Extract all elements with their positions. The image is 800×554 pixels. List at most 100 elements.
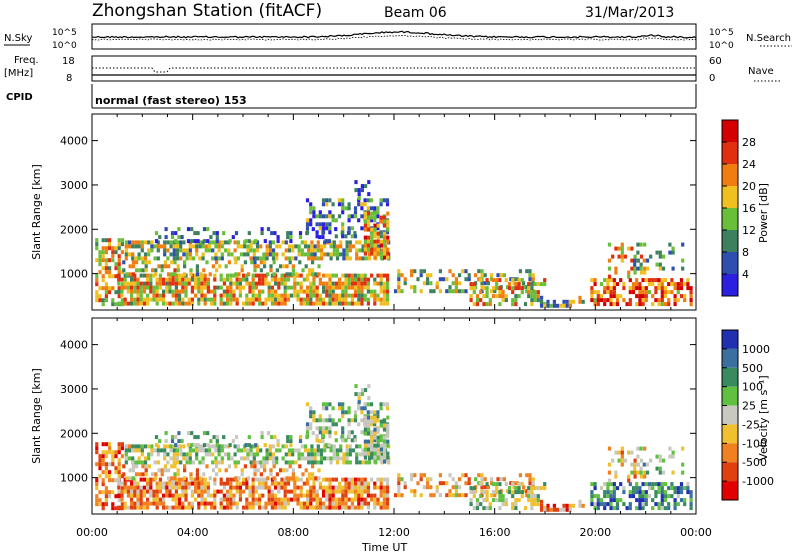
heatmap-cell bbox=[660, 502, 664, 507]
heatmap-cell bbox=[128, 476, 132, 481]
heatmap-cell bbox=[144, 268, 148, 273]
heatmap-cell bbox=[347, 273, 351, 278]
heatmap-cell bbox=[144, 464, 148, 469]
heatmap-cell bbox=[357, 196, 361, 201]
heatmap-cell bbox=[289, 231, 293, 236]
heatmap-cell bbox=[140, 240, 144, 245]
heatmap-cell bbox=[127, 252, 132, 257]
heatmap-cell bbox=[360, 477, 364, 482]
heatmap-cell bbox=[203, 505, 207, 510]
heatmap-cell bbox=[344, 293, 348, 298]
heatmap-cell bbox=[142, 285, 146, 290]
heatmap-cell bbox=[229, 481, 233, 486]
heatmap-cell bbox=[681, 258, 685, 263]
heatmap-cell bbox=[350, 481, 354, 486]
heatmap-cell bbox=[137, 456, 141, 461]
heatmap-cell bbox=[306, 289, 310, 294]
heatmap-cell bbox=[141, 268, 145, 273]
heatmap-cell bbox=[298, 464, 302, 469]
heatmap-cell bbox=[163, 240, 167, 245]
heatmap-cell bbox=[249, 244, 253, 249]
heatmap-cell bbox=[248, 501, 252, 506]
heatmap-cell bbox=[233, 240, 237, 245]
heatmap-cell bbox=[627, 478, 631, 483]
heatmap-cell bbox=[348, 452, 352, 457]
heatmap-cell bbox=[633, 462, 637, 467]
heatmap-cell bbox=[283, 273, 287, 278]
heatmap-cell bbox=[660, 486, 664, 491]
heatmap-cell bbox=[660, 278, 664, 283]
heatmap-cell bbox=[511, 494, 515, 499]
heatmap-cell bbox=[275, 268, 279, 273]
heatmap-cell bbox=[671, 454, 675, 459]
heatmap-cell bbox=[641, 286, 645, 291]
heatmap-cell bbox=[300, 240, 304, 245]
heatmap-cell bbox=[367, 384, 371, 389]
heatmap-cell bbox=[337, 214, 342, 219]
heatmap-cell bbox=[108, 286, 112, 291]
heatmap-cell bbox=[235, 277, 239, 282]
heatmap-cell bbox=[316, 240, 320, 245]
heatmap-cell bbox=[265, 244, 269, 249]
heatmap-cell bbox=[490, 493, 494, 498]
heatmap-cell bbox=[248, 289, 252, 294]
heatmap-cell bbox=[490, 289, 494, 294]
heatmap-cell bbox=[615, 302, 620, 307]
heatmap-cell bbox=[328, 505, 332, 510]
heatmap-cell bbox=[270, 505, 274, 510]
heatmap-cell bbox=[275, 256, 279, 261]
heatmap-cell bbox=[636, 446, 640, 451]
heatmap-cell bbox=[142, 281, 146, 286]
heatmap-cell bbox=[347, 202, 351, 207]
heatmap-cell bbox=[299, 485, 303, 490]
heatmap-cell bbox=[360, 188, 364, 193]
heatmap-cell bbox=[341, 493, 345, 498]
heatmap-cell bbox=[670, 278, 674, 283]
heatmap-cell bbox=[667, 302, 671, 307]
heatmap-cell bbox=[276, 443, 280, 448]
heatmap-cell bbox=[128, 468, 132, 473]
heatmap-cell bbox=[206, 227, 210, 232]
heatmap-cell bbox=[341, 497, 345, 502]
heatmap-cell bbox=[261, 485, 265, 490]
heatmap-cell bbox=[596, 298, 600, 303]
heatmap-cell bbox=[363, 211, 367, 216]
heatmap-cell bbox=[280, 273, 284, 278]
heatmap-cell bbox=[531, 277, 535, 282]
heatmap-cell bbox=[238, 285, 242, 290]
heatmap-cell bbox=[251, 277, 255, 282]
heatmap-cell bbox=[258, 277, 262, 282]
heatmap-cell bbox=[416, 277, 420, 282]
heatmap-cell bbox=[331, 285, 335, 290]
heatmap-cell bbox=[254, 293, 258, 298]
heatmap-cell bbox=[240, 264, 244, 269]
heatmap-cell bbox=[345, 240, 349, 245]
heatmap-cell bbox=[188, 248, 192, 253]
heatmap-cell bbox=[133, 281, 137, 286]
heatmap-cell bbox=[120, 289, 124, 294]
heatmap-cell bbox=[219, 477, 223, 482]
heatmap-cell bbox=[593, 290, 597, 295]
heatmap-cell bbox=[95, 246, 99, 251]
heatmap-cell bbox=[139, 477, 143, 482]
heatmap-cell bbox=[184, 497, 188, 502]
heatmap-cell bbox=[663, 482, 668, 487]
station-title: Zhongshan Station (fitACF) bbox=[92, 1, 322, 21]
heatmap-cell bbox=[633, 258, 637, 263]
heatmap-cell bbox=[256, 468, 260, 473]
heatmap-cell bbox=[141, 472, 145, 477]
heatmap-cell bbox=[373, 415, 377, 420]
heatmap-cell bbox=[325, 285, 329, 290]
heatmap-cell bbox=[367, 252, 372, 257]
heatmap-cell bbox=[306, 493, 310, 498]
heatmap-cell bbox=[495, 282, 499, 287]
heatmap-cell bbox=[264, 501, 268, 506]
heatmap-cell bbox=[271, 240, 276, 245]
heatmap-cell bbox=[347, 497, 351, 502]
heatmap-cell bbox=[620, 242, 624, 247]
heatmap-cell bbox=[307, 476, 311, 481]
heatmap-cell bbox=[200, 501, 204, 506]
heatmap-cell bbox=[331, 289, 335, 294]
heatmap-cell bbox=[108, 246, 112, 251]
